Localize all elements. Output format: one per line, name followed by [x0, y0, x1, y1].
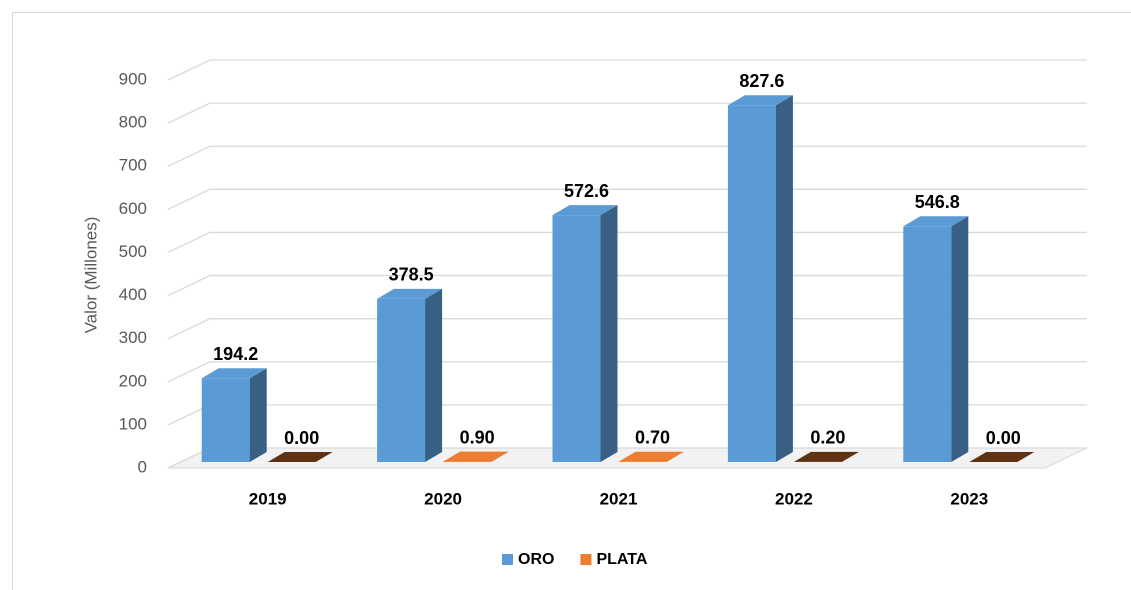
bar-top — [443, 451, 509, 462]
grid-line — [167, 231, 1087, 254]
value-label: 0.00 — [986, 428, 1021, 448]
bar-top — [903, 216, 969, 227]
bar-side — [249, 368, 267, 462]
x-tick-label: 2019 — [249, 489, 287, 508]
bar-front — [552, 215, 601, 462]
grid-line — [167, 145, 1087, 167]
bar-top — [727, 95, 793, 106]
x-tick-label: 2022 — [775, 489, 813, 508]
bar-top — [618, 451, 684, 462]
grid-line — [167, 102, 1087, 124]
value-label: 378.5 — [389, 265, 434, 285]
legend-swatch — [580, 554, 592, 565]
value-label: 0.70 — [635, 427, 670, 447]
y-tick-label: 400 — [119, 285, 147, 304]
grid-line — [167, 318, 1087, 340]
y-tick-label: 800 — [119, 113, 147, 132]
y-tick-label: 200 — [119, 371, 147, 390]
bar-side — [666, 451, 684, 462]
bar-front — [903, 226, 952, 462]
bar-top — [552, 205, 618, 216]
value-label: 572.6 — [564, 181, 609, 201]
y-tick-label: 700 — [119, 156, 147, 175]
bar-side — [775, 95, 793, 462]
grid-line — [167, 361, 1087, 383]
bar-top — [969, 452, 1035, 462]
bar-front — [377, 298, 426, 462]
y-tick-label: 300 — [119, 328, 147, 347]
bar-side — [425, 288, 443, 462]
value-label: 0.00 — [284, 428, 319, 448]
bar-side — [951, 216, 969, 462]
value-label: 0.20 — [810, 428, 845, 448]
bar-side — [841, 451, 859, 462]
bar-side — [600, 205, 618, 462]
grid-line — [167, 274, 1087, 297]
x-tick-label: 2020 — [424, 489, 462, 508]
y-tick-label: 600 — [119, 199, 147, 218]
bar-side — [491, 451, 509, 462]
legend-swatch — [502, 554, 513, 565]
y-tick-label: 0 — [138, 457, 147, 476]
bar-front — [201, 378, 250, 462]
y-axis-label: Valor (Millones) — [81, 217, 100, 334]
value-label: 194.2 — [213, 344, 258, 364]
grid-line — [167, 59, 1087, 81]
value-label: 546.8 — [915, 192, 960, 212]
x-tick-label: 2021 — [600, 489, 638, 508]
legend-label: ORO — [518, 551, 554, 568]
bar-top — [267, 452, 333, 462]
chart-frame — [12, 12, 1131, 590]
bar-top — [201, 368, 267, 379]
bar-top — [377, 288, 443, 299]
x-tick-label: 2023 — [950, 489, 988, 508]
legend-label: PLATA — [596, 551, 647, 568]
bar-top — [793, 451, 859, 462]
value-label: 827.6 — [739, 71, 784, 91]
y-tick-label: 500 — [119, 242, 147, 261]
y-tick-label: 900 — [119, 69, 147, 88]
value-label: 0.90 — [460, 427, 495, 447]
grid-line — [167, 188, 1087, 210]
bar-front — [727, 105, 776, 462]
y-tick-label: 100 — [119, 414, 147, 433]
